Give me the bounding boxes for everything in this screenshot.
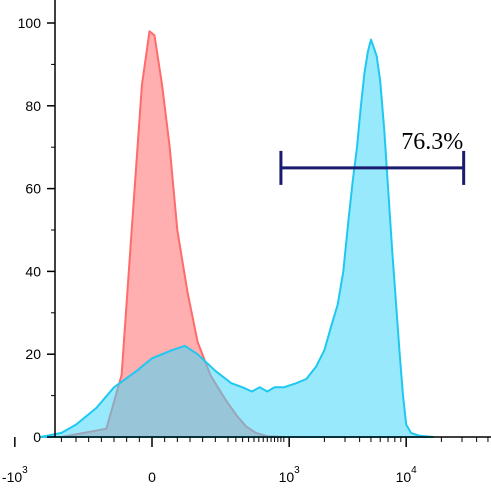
y-tick-label: 40 (25, 263, 41, 279)
y-tick-label: 20 (25, 346, 41, 362)
y-tick-label: 0 (33, 429, 41, 445)
y-tick-label: 100 (18, 15, 42, 31)
x-tick-label: 104 (396, 465, 418, 485)
series-layer (39, 30, 435, 438)
series-area-2 (39, 38, 435, 438)
x-tick-label: 0 (148, 469, 156, 485)
gate-percent-label: 76.3% (401, 129, 463, 155)
x-tick-label: -103 (2, 465, 28, 485)
gate-layer: 76.3% (279, 129, 466, 185)
x-tick-label: 103 (279, 465, 301, 485)
y-tick-label: 60 (25, 181, 41, 197)
plot-area (55, 0, 491, 437)
y-tick-label: 80 (25, 98, 41, 114)
